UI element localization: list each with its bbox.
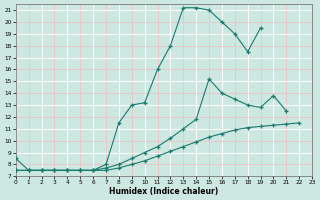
X-axis label: Humidex (Indice chaleur): Humidex (Indice chaleur) <box>109 187 219 196</box>
